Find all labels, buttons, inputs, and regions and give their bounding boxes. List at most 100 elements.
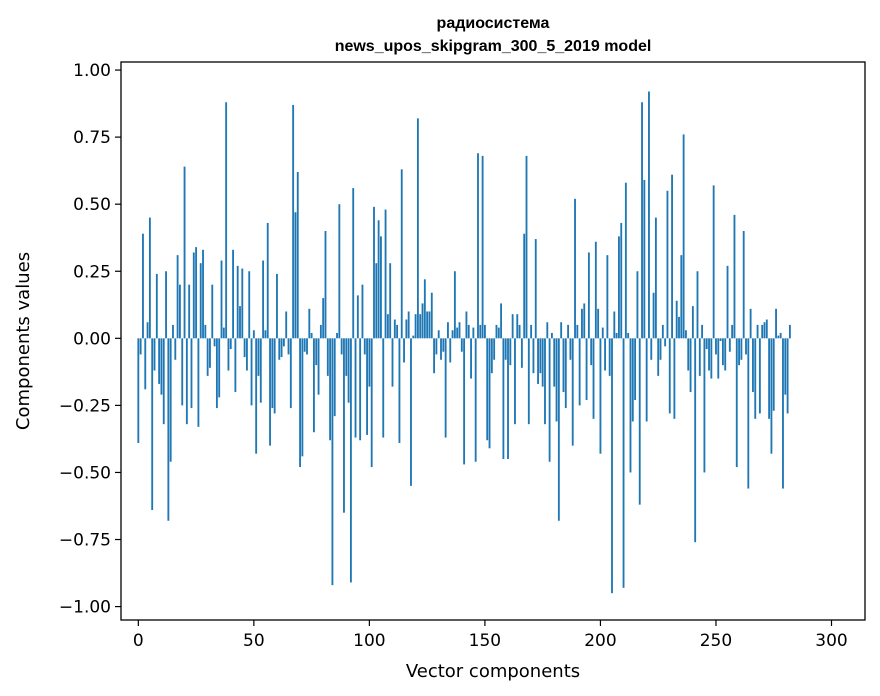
bar xyxy=(701,324,704,339)
bar xyxy=(788,324,791,339)
bar xyxy=(167,338,170,521)
bar xyxy=(463,338,466,465)
bar xyxy=(347,338,350,403)
bar xyxy=(650,338,653,360)
y-tick-label: −0.25 xyxy=(59,396,111,416)
bar xyxy=(560,322,563,339)
bar xyxy=(303,338,306,352)
bar xyxy=(440,338,442,360)
bar xyxy=(352,188,355,339)
bar xyxy=(525,155,528,339)
bar xyxy=(511,314,514,339)
bar xyxy=(206,338,209,376)
y-axis-label: Components values xyxy=(13,252,34,430)
bar xyxy=(611,338,613,594)
bar xyxy=(629,338,632,473)
bar xyxy=(726,265,729,339)
bar xyxy=(225,102,228,339)
bar xyxy=(601,327,604,339)
bar xyxy=(199,263,202,339)
bar xyxy=(172,324,174,339)
bar xyxy=(176,255,179,339)
bar xyxy=(209,338,211,368)
bar xyxy=(185,338,188,425)
bar xyxy=(747,338,750,489)
bar xyxy=(710,338,713,379)
bar xyxy=(784,338,787,395)
bar xyxy=(278,338,281,360)
bar xyxy=(262,260,265,339)
bar xyxy=(779,332,782,339)
bar xyxy=(400,169,403,339)
bar xyxy=(581,308,583,339)
bar xyxy=(153,338,156,371)
bar xyxy=(472,327,475,339)
bar xyxy=(770,338,773,454)
bar xyxy=(393,319,396,339)
bar xyxy=(645,338,648,422)
bar xyxy=(694,338,697,543)
bar xyxy=(671,174,673,339)
bar xyxy=(155,273,158,339)
bar xyxy=(557,338,560,521)
bar xyxy=(465,311,468,339)
bar xyxy=(703,338,706,473)
bar xyxy=(618,236,620,339)
bar xyxy=(202,249,204,339)
bar xyxy=(361,284,364,339)
y-tick-label: 0.25 xyxy=(73,262,111,282)
x-tick-label: 200 xyxy=(584,631,616,651)
chart-title: радиосистема xyxy=(437,15,550,32)
bar xyxy=(359,338,362,441)
bar xyxy=(507,338,509,460)
bar xyxy=(246,338,248,371)
bar xyxy=(583,303,586,339)
bar xyxy=(698,338,701,376)
x-tick-label: 250 xyxy=(700,631,732,651)
bar xyxy=(696,271,699,339)
bar xyxy=(514,338,516,425)
bar xyxy=(414,314,417,339)
bar xyxy=(497,327,500,339)
bar xyxy=(211,284,214,339)
bar xyxy=(537,338,539,384)
bar xyxy=(546,322,549,339)
bar xyxy=(555,338,558,422)
bar xyxy=(273,338,276,414)
bar xyxy=(313,338,315,433)
bar xyxy=(375,263,378,339)
bar xyxy=(516,314,519,339)
bar xyxy=(620,222,623,339)
bar xyxy=(749,308,752,339)
bar xyxy=(520,338,523,368)
bar xyxy=(477,153,479,339)
bar xyxy=(430,292,433,339)
bar xyxy=(299,338,301,468)
bar xyxy=(733,214,736,339)
bar xyxy=(239,306,241,339)
bar xyxy=(724,338,727,371)
bar xyxy=(763,322,766,339)
y-tick-label: −0.50 xyxy=(59,463,111,483)
bar xyxy=(571,338,574,446)
bar xyxy=(222,327,225,339)
y-tick-label: 0.50 xyxy=(73,195,111,215)
bar xyxy=(775,308,777,339)
bar xyxy=(197,338,200,427)
bar xyxy=(493,338,496,360)
bar xyxy=(738,338,740,366)
bar xyxy=(148,217,151,339)
bar xyxy=(495,324,498,339)
bar xyxy=(384,209,387,339)
bar xyxy=(179,284,181,339)
bar xyxy=(380,236,382,339)
bar xyxy=(606,255,609,339)
bar xyxy=(527,338,530,425)
bar xyxy=(449,338,452,363)
bar xyxy=(306,338,308,355)
bar xyxy=(317,338,320,395)
bar xyxy=(229,338,232,350)
bar xyxy=(467,324,470,339)
bar xyxy=(689,338,692,392)
bar xyxy=(599,338,602,454)
